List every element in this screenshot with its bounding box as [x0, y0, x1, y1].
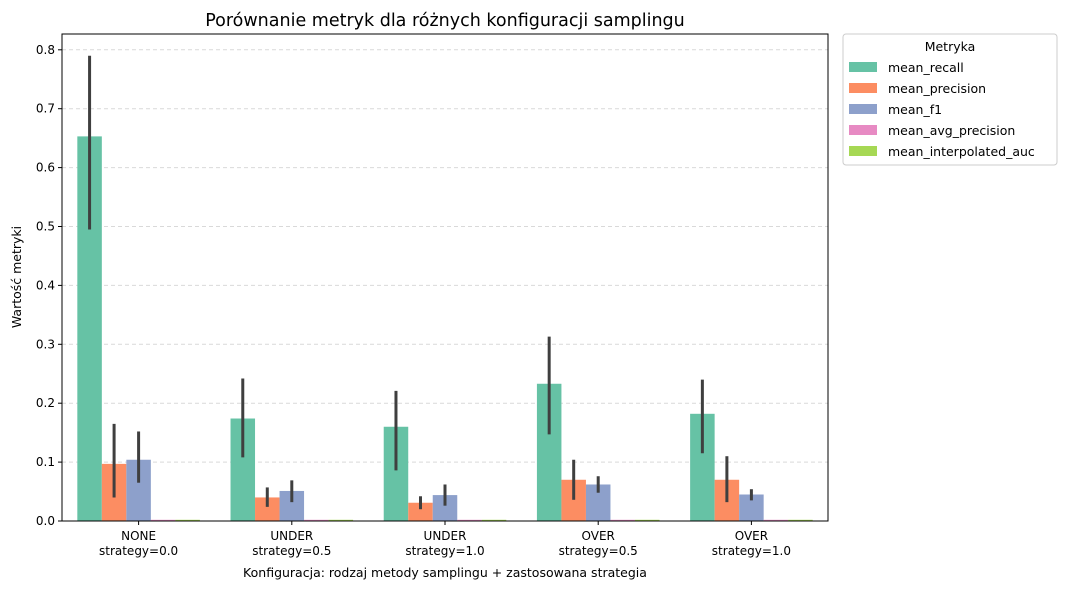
y-axis-label: Wartość metryki: [9, 226, 24, 328]
legend-swatch: [849, 146, 877, 156]
y-tick-label: 0.3: [36, 337, 55, 351]
x-tick-label: strategy=0.5: [559, 544, 638, 558]
bar: [175, 519, 200, 521]
x-tick-label: NONE: [121, 529, 156, 543]
y-tick-label: 0.7: [36, 102, 55, 116]
y-tick-label: 0.6: [36, 161, 55, 175]
x-tick-label: strategy=0.5: [252, 544, 331, 558]
x-tick-label: UNDER: [424, 529, 467, 543]
legend: Metryka mean_recall mean_precision mean_f1…: [842, 33, 1058, 166]
y-tick-label: 0.0: [36, 514, 55, 528]
legend-frame: [842, 33, 1058, 166]
bar: [408, 502, 433, 521]
x-tick-label: strategy=1.0: [405, 544, 484, 558]
y-tick-label: 0.8: [36, 43, 55, 57]
legend-label: mean_precision: [888, 81, 986, 96]
legend-label: mean_f1: [888, 102, 942, 117]
legend-label: mean_recall: [888, 60, 964, 75]
y-axis: 0.0 0.1 0.2 0.3 0.4 0.5 0.6 0.7 0.8: [36, 43, 62, 528]
legend-title: Metryka: [925, 39, 976, 54]
x-tick-label: UNDER: [270, 529, 313, 543]
bar: [457, 519, 482, 521]
x-axis: NONEstrategy=0.0UNDERstrategy=0.5UNDERst…: [99, 521, 791, 558]
bar: [763, 519, 789, 521]
legend-swatch: [849, 125, 877, 135]
legend-swatch: [849, 83, 877, 93]
y-tick-label: 0.2: [36, 396, 55, 410]
y-tick-label: 0.1: [36, 455, 55, 469]
bar: [481, 519, 507, 521]
bar: [150, 519, 176, 521]
y-tick-label: 0.5: [36, 220, 55, 234]
legend-swatch: [849, 62, 877, 72]
x-axis-label: Konfiguracja: rodzaj metody samplingu + …: [243, 565, 647, 580]
y-tick-label: 0.4: [36, 278, 55, 292]
x-tick-label: strategy=0.0: [99, 544, 178, 558]
bar: [610, 519, 635, 521]
bar: [328, 519, 354, 521]
x-tick-label: OVER: [582, 529, 615, 543]
bar: [788, 519, 813, 521]
bar: [304, 519, 329, 521]
legend-swatch: [849, 104, 877, 114]
bar: [255, 497, 280, 521]
bars: [77, 136, 813, 521]
bar: [634, 519, 660, 521]
legend-label: mean_avg_precision: [888, 123, 1015, 138]
chart-title: Porównanie metryk dla różnych konfigurac…: [205, 11, 685, 31]
x-tick-label: strategy=1.0: [712, 544, 791, 558]
error-bars: [88, 55, 753, 510]
legend-label: mean_interpolated_auc: [888, 144, 1035, 159]
x-tick-label: OVER: [735, 529, 768, 543]
